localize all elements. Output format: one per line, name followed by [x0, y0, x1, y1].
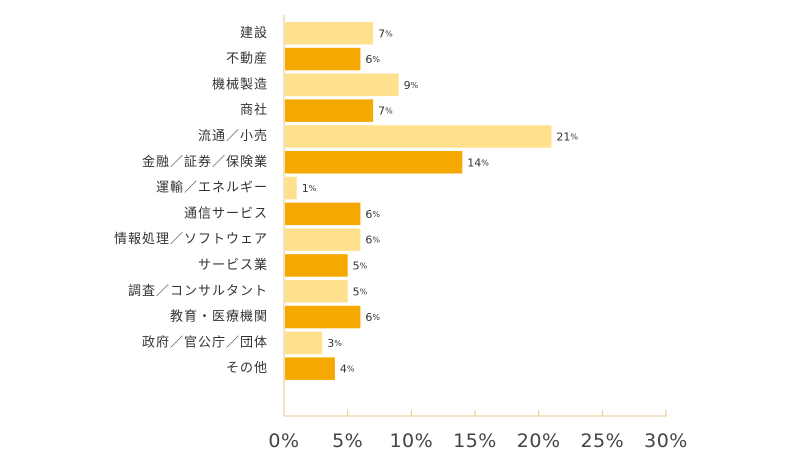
category-label: 機械製造 [212, 77, 268, 92]
category-label: 情報処理／ソフトウェア [114, 232, 268, 247]
bar [285, 47, 361, 71]
data-label: 3% [327, 336, 342, 349]
category-label: 流通／小売 [198, 128, 268, 144]
data-label: 9% [404, 78, 419, 91]
x-tick-label: 10% [389, 430, 433, 452]
category-label: 調査／コンサルタント [128, 284, 268, 299]
category-label: 政府／官公庁／団体 [142, 334, 268, 350]
category-label: 通信サービス [184, 206, 268, 221]
x-tick-label: 25% [580, 430, 624, 452]
bar [285, 280, 348, 303]
category-label: サービス業 [198, 257, 268, 273]
bar [285, 22, 374, 45]
bar [285, 125, 552, 148]
x-tick-label: 15% [453, 430, 497, 452]
x-tick-label: 0% [268, 430, 299, 452]
bar [285, 305, 361, 329]
x-tick-label: 5% [332, 430, 363, 452]
category-label: 不動産 [226, 51, 268, 67]
bars-layer: 7% 6% 9% 7% 21% 14% 1% 6% 6% 5% 5% 6% 3% 4% [285, 22, 578, 380]
category-label: 金融／証券／保険業 [142, 154, 268, 170]
category-label: 教育・医療機関 [170, 309, 268, 325]
bar [285, 228, 361, 251]
data-label: 6% [365, 207, 380, 220]
data-label: 21% [556, 130, 578, 143]
data-label: 4% [340, 362, 355, 375]
x-tick-label: 20% [517, 430, 561, 452]
data-label: 6% [365, 53, 380, 66]
category-labels-layer: 建設不動産機械製造商社流通／小売金融／証券／保険業運輸／エネルギー通信サービス情… [114, 25, 268, 376]
data-label: 7% [378, 104, 393, 117]
bar [285, 331, 323, 355]
x-tick-label: 30% [644, 430, 688, 452]
data-label: 5% [353, 259, 368, 272]
bar [285, 73, 399, 97]
bar [285, 176, 297, 200]
data-label: 1% [302, 182, 317, 195]
category-label: その他 [226, 361, 268, 376]
bar [285, 254, 348, 277]
bar [285, 202, 361, 226]
x-ticks-layer: 0% 5% 10% 15% 20% 25% 30% [268, 410, 687, 452]
bar [285, 151, 463, 174]
category-label: 建設 [240, 25, 268, 41]
bar [285, 99, 374, 122]
data-label: 5% [353, 285, 368, 298]
data-label: 7% [378, 27, 393, 40]
category-label: 運輸／エネルギー [156, 181, 268, 196]
data-label: 6% [365, 233, 380, 246]
data-label: 6% [365, 311, 380, 324]
data-label: 14% [467, 156, 489, 169]
bar [285, 357, 335, 380]
category-label: 商社 [240, 102, 268, 118]
